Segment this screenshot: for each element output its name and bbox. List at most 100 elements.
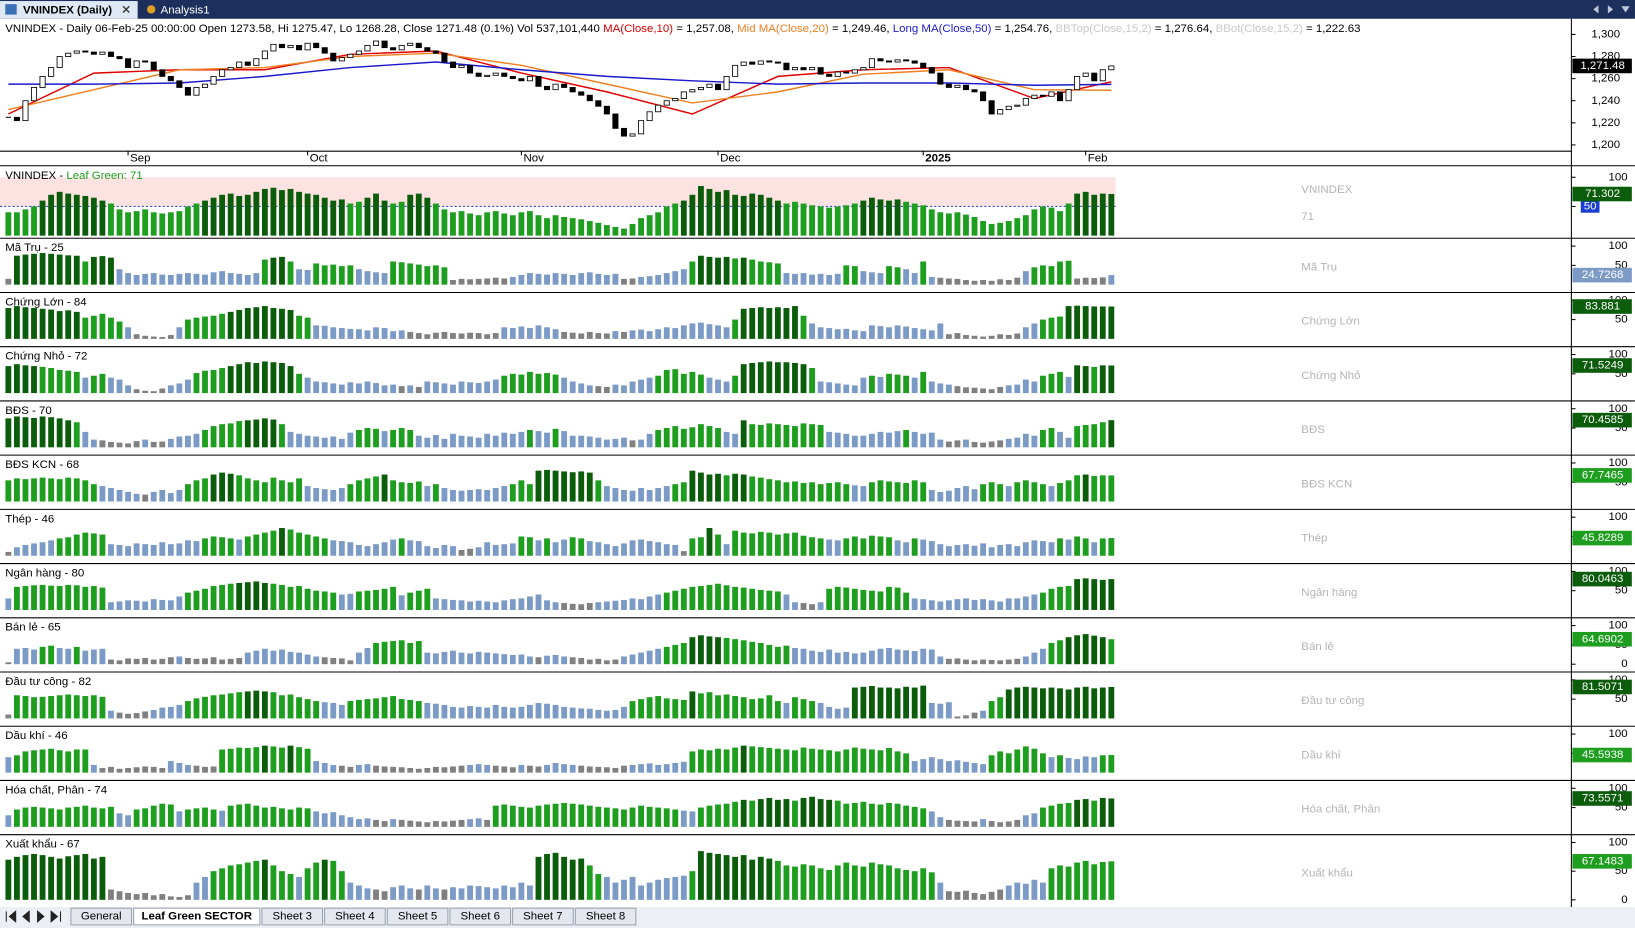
candle <box>5 116 11 118</box>
bar <box>963 439 969 448</box>
bar <box>851 747 858 773</box>
bar <box>509 767 516 773</box>
bar <box>1014 882 1021 900</box>
sheet-label[interactable]: Sheet 8 <box>586 911 625 923</box>
candle <box>449 61 456 68</box>
bar <box>347 766 354 773</box>
sheet-tab[interactable] <box>133 907 261 926</box>
sheet-label[interactable]: Leaf Green SECTOR <box>141 911 252 923</box>
active-tab[interactable] <box>0 1 138 19</box>
bar <box>988 600 995 610</box>
sheet-tab[interactable] <box>70 907 133 926</box>
sheet-nav[interactable] <box>5 910 62 923</box>
bar <box>398 640 405 665</box>
sheet-tab[interactable] <box>386 907 449 926</box>
bar <box>142 808 149 827</box>
sheet-tab[interactable] <box>261 907 324 926</box>
sheet-label[interactable]: Sheet 7 <box>523 911 562 923</box>
bar <box>980 221 986 236</box>
bar <box>347 484 354 502</box>
bar <box>843 538 850 556</box>
candle <box>415 42 422 49</box>
bar <box>347 817 354 827</box>
sheet-tab[interactable] <box>574 907 637 926</box>
bar <box>672 328 679 339</box>
bar <box>116 712 123 719</box>
bar <box>988 280 995 285</box>
bar <box>997 334 1004 339</box>
sheet-tab[interactable] <box>324 907 386 926</box>
bar <box>945 334 952 339</box>
last-value-box <box>1572 530 1632 546</box>
sheet-tab[interactable] <box>449 907 512 926</box>
close-icon[interactable] <box>122 5 130 13</box>
bar <box>569 803 576 827</box>
bar <box>817 651 824 665</box>
sheet-label[interactable]: Sheet 3 <box>272 911 311 923</box>
sheet-label[interactable]: General <box>81 911 122 923</box>
bar <box>90 197 97 236</box>
y-tick-label: 50 <box>1584 200 1597 212</box>
bar <box>82 480 89 502</box>
bar <box>757 477 764 502</box>
candle <box>826 73 833 77</box>
tab-label[interactable]: VNINDEX (Daily) <box>23 4 112 16</box>
bar <box>1099 861 1106 900</box>
bar <box>621 331 627 339</box>
bar <box>313 811 320 827</box>
bar <box>167 385 174 394</box>
candle <box>116 56 123 60</box>
bar <box>595 437 602 448</box>
bar <box>629 876 636 900</box>
bar <box>851 203 858 236</box>
bar <box>1074 193 1081 236</box>
y-tick-label: 50 <box>1615 585 1628 597</box>
bar <box>492 488 499 502</box>
bar <box>236 364 243 394</box>
bar <box>732 473 739 502</box>
sheet-tab[interactable] <box>512 907 574 926</box>
bar <box>450 333 456 339</box>
bar <box>732 586 739 610</box>
bar <box>415 541 422 556</box>
bar <box>928 541 935 556</box>
candle <box>766 60 773 63</box>
bar <box>150 391 157 394</box>
bar <box>595 480 602 502</box>
bar <box>270 362 277 394</box>
window-controls[interactable] <box>1593 5 1630 14</box>
bar <box>740 532 747 556</box>
bar <box>766 479 773 502</box>
candle <box>817 67 824 75</box>
bar <box>569 435 576 448</box>
candle <box>1031 94 1038 99</box>
bar <box>31 543 37 556</box>
bar <box>356 591 362 610</box>
bar <box>296 269 302 285</box>
bar <box>860 652 867 665</box>
bar <box>689 691 696 719</box>
bar <box>988 223 995 236</box>
bar <box>715 695 721 719</box>
bar <box>244 362 251 394</box>
y-tick-label: 0 <box>1621 658 1627 670</box>
bar <box>73 749 80 773</box>
bar <box>809 604 815 610</box>
tab-label[interactable]: Analysis1 <box>161 4 210 16</box>
bar <box>458 549 465 556</box>
header-part: VNINDEX - Daily 06-Feb-25 00:00:00 Open … <box>5 23 603 35</box>
sheet-label[interactable]: Sheet 6 <box>460 911 499 923</box>
sheet-label[interactable]: Sheet 4 <box>335 911 375 923</box>
bar <box>227 273 234 285</box>
bar <box>834 482 841 502</box>
bar <box>997 660 1004 665</box>
bar <box>159 336 166 339</box>
candle <box>1082 72 1089 77</box>
watermark: VNINDEX <box>1301 184 1352 196</box>
bar <box>484 489 491 502</box>
bar <box>680 200 687 236</box>
bar <box>270 257 277 285</box>
bar <box>150 491 157 502</box>
bar <box>108 659 114 665</box>
sheet-label[interactable]: Sheet 5 <box>398 911 437 923</box>
